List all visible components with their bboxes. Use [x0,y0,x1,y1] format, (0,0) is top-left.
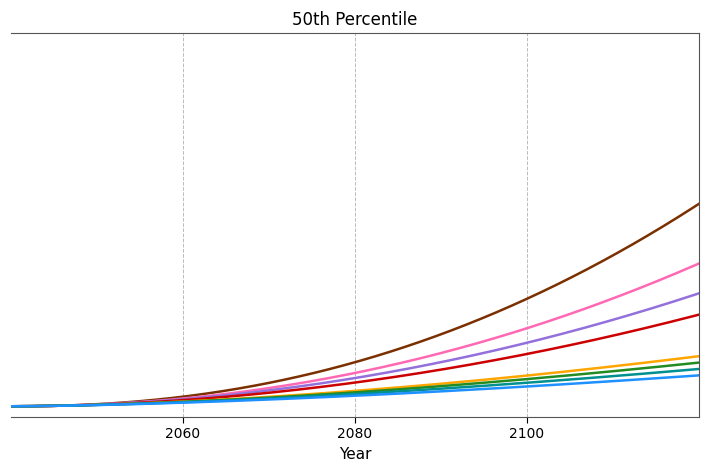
SSP1-2.6 high [678,355,687,361]
SSP5-8.5 [678,211,687,217]
SSP5-8.5 [416,339,425,344]
Line: SSP2-4.5 high: SSP2-4.5 high [11,293,699,406]
SSP1-1.9 [571,381,579,386]
SSP2-4.5 [338,381,346,387]
SSP1-1.9 high [334,392,342,398]
Line: SSP5-8.5: SSP5-8.5 [11,204,699,406]
SSP2-4.5 high [338,377,346,383]
SSP1-2.6 [678,361,687,367]
SSP2-4.5 [334,382,342,388]
SSP3-7.0 [334,374,342,379]
X-axis label: Year: Year [339,447,371,462]
SSP2-4.5 high [334,378,342,384]
Line: SSP3-7.0: SSP3-7.0 [11,263,699,406]
SSP5-8.5 [694,201,703,207]
SSP1-2.6 [694,360,703,366]
SSP1-2.6 [334,391,342,396]
SSP3-7.0 [678,268,687,273]
SSP2-4.5 [7,403,16,409]
SSP1-1.9 [678,374,687,379]
SSP3-7.0 [571,309,579,315]
Line: SSP2-4.5: SSP2-4.5 [11,315,699,406]
SSP3-7.0 [379,364,388,370]
SSP1-1.9 [416,390,425,395]
SSP1-2.6 high [416,383,425,388]
SSP1-1.9 high [379,389,388,395]
SSP5-8.5 [334,364,342,370]
SSP2-4.5 [379,376,388,381]
SSP1-2.6 [338,390,346,396]
SSP2-4.5 high [7,403,16,409]
SSP1-1.9 high [571,377,579,382]
SSP1-2.6 [571,372,579,377]
SSP1-2.6 high [694,353,703,359]
SSP1-1.9 high [694,366,703,372]
SSP2-4.5 high [678,296,687,302]
Title: 50th Percentile: 50th Percentile [293,11,417,29]
SSP1-1.9 high [338,392,346,397]
SSP1-2.6 high [379,386,388,392]
SSP1-1.9 [338,394,346,399]
SSP2-4.5 [678,316,687,322]
SSP5-8.5 [379,351,388,357]
SSP1-1.9 high [7,403,16,409]
Line: SSP1-1.9 high: SSP1-1.9 high [11,369,699,406]
SSP1-1.9 high [416,387,425,393]
SSP3-7.0 [7,403,16,409]
SSP1-2.6 high [571,368,579,373]
SSP2-4.5 high [571,328,579,333]
SSP1-1.9 [694,373,703,378]
SSP1-2.6 [416,385,425,391]
SSP3-7.0 [694,261,703,266]
SSP2-4.5 high [379,370,388,376]
SSP5-8.5 [338,363,346,368]
SSP2-4.5 [571,341,579,347]
SSP1-1.9 [334,394,342,399]
SSP1-2.6 high [334,389,342,395]
SSP3-7.0 [416,355,425,361]
SSP2-4.5 [694,312,703,317]
SSP2-4.5 high [416,363,425,369]
Line: SSP1-2.6: SSP1-2.6 [11,363,699,406]
SSP1-1.9 [7,403,16,409]
SSP5-8.5 [7,403,16,409]
Line: SSP1-1.9: SSP1-1.9 [11,376,699,406]
SSP3-7.0 [338,373,346,378]
SSP1-2.6 high [7,403,16,409]
SSP1-2.6 high [338,389,346,394]
SSP1-1.9 high [678,368,687,373]
SSP1-2.6 [7,403,16,409]
SSP5-8.5 [571,273,579,279]
SSP1-1.9 [379,392,388,397]
SSP2-4.5 high [694,290,703,296]
SSP1-2.6 [379,387,388,393]
Line: SSP1-2.6 high: SSP1-2.6 high [11,356,699,406]
SSP2-4.5 [416,370,425,376]
